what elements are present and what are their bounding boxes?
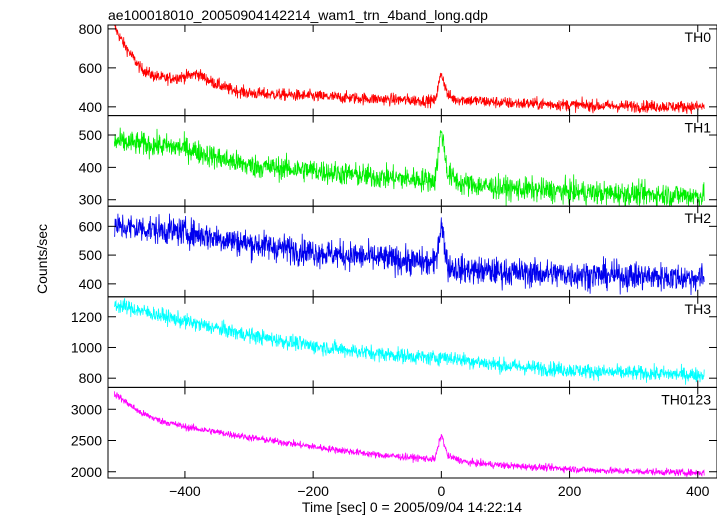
y-tick-label-th3: 1000: [71, 339, 102, 355]
y-tick-label-th1: 300: [79, 192, 103, 208]
y-tick-label-th1: 500: [79, 127, 103, 143]
y-tick-label-th0: 400: [79, 99, 103, 115]
series-line-th2: [114, 213, 705, 296]
y-tick-label-th2: 400: [79, 276, 103, 292]
y-tick-label-th0: 800: [79, 21, 103, 37]
panel-label-th0: TH0: [685, 29, 712, 45]
y-axis-label: Counts/sec: [34, 224, 50, 294]
panel-label-th3: TH3: [685, 301, 712, 317]
y-tick-label-th0123: 3000: [71, 401, 102, 417]
y-tick-label-th0123: 2500: [71, 433, 102, 449]
panel-frame-th0123: [107, 386, 717, 479]
panel-label-th2: TH2: [685, 210, 712, 226]
series-line-th0: [114, 25, 705, 115]
y-tick-label-th2: 500: [79, 247, 103, 263]
series-line-th3: [114, 297, 705, 385]
series-line-th0123: [114, 391, 705, 478]
panel-frame-th2: [107, 205, 717, 298]
y-tick-label-th0: 600: [79, 60, 103, 76]
x-tick-label: 0: [437, 483, 445, 499]
y-tick-label-th3: 1200: [71, 309, 102, 325]
x-tick-label: −200: [297, 483, 329, 499]
panel-label-th0123: TH0123: [661, 391, 711, 407]
series-line-th1: [114, 127, 705, 207]
y-tick-label-th3: 800: [79, 370, 103, 386]
panel-label-th1: TH1: [685, 120, 712, 136]
y-tick-label-th1: 400: [79, 159, 103, 175]
panels: TH0 400 600 800 TH1 300 400 500 TH2 400 500 600 TH3 8…: [71, 21, 717, 499]
y-tick-label-th0123: 2000: [71, 464, 102, 480]
x-axis-label: Time [sec] 0 = 2005/09/04 14:22:14: [302, 499, 522, 515]
x-tick-label: 400: [686, 483, 710, 499]
x-tick-label: 200: [558, 483, 582, 499]
chart-title: ae100018010_20050904142214_wam1_trn_4ban…: [108, 7, 488, 23]
y-tick-label-th2: 600: [79, 218, 103, 234]
x-tick-label: −400: [169, 483, 201, 499]
